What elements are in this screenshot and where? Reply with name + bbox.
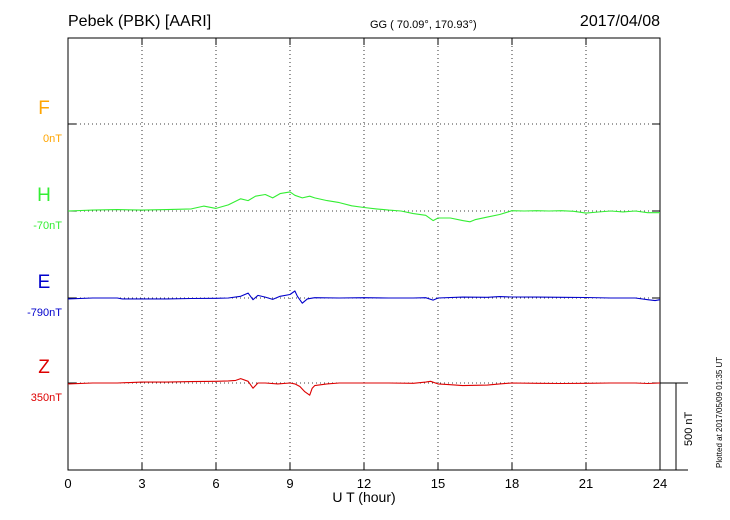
x-tick-label: 6	[212, 476, 219, 491]
x-tick-label: 0	[64, 476, 71, 491]
grid	[68, 38, 660, 470]
series-lines	[67, 191, 661, 396]
channel-name-z: Z	[38, 357, 50, 378]
channel-offset-f: 0nT	[43, 133, 62, 145]
channel-name-e: E	[38, 272, 51, 293]
channel-offset-h: -70nT	[33, 220, 62, 232]
date-label: 2017/04/08	[580, 13, 660, 30]
channel-name-f: F	[38, 98, 50, 119]
scale-label: 500 nT	[683, 411, 695, 446]
x-tick-label: 3	[138, 476, 145, 491]
series-line-h	[67, 191, 660, 223]
plot-timestamp: Plotted at 2017/05/09 01:35 UT	[715, 357, 724, 468]
x-tick-label: 9	[286, 476, 293, 491]
scale-bar: 500 nT	[660, 382, 695, 471]
x-axis: 0 3 6 9 12 15 18 21 24	[64, 38, 667, 491]
coords-label: GG ( 70.09°, 170.93°)	[370, 19, 477, 31]
station-title: Pebek (PBK) [AARI]	[68, 13, 211, 30]
channel-offset-e: -790nT	[27, 307, 62, 319]
series-line-e	[67, 290, 661, 304]
x-tick-label: 15	[431, 476, 445, 491]
channel-labels: F 0nT H -70nT E -790nT Z 350nT	[27, 98, 62, 404]
x-tick-label: 21	[579, 476, 593, 491]
series-line-z	[67, 378, 661, 396]
x-tick-label: 12	[357, 476, 371, 491]
channel-name-h: H	[37, 185, 51, 206]
x-tick-label: 24	[653, 476, 667, 491]
x-tick-label: 18	[505, 476, 519, 491]
x-axis-label: U T (hour)	[332, 489, 395, 505]
channel-offset-z: 350nT	[31, 392, 62, 404]
